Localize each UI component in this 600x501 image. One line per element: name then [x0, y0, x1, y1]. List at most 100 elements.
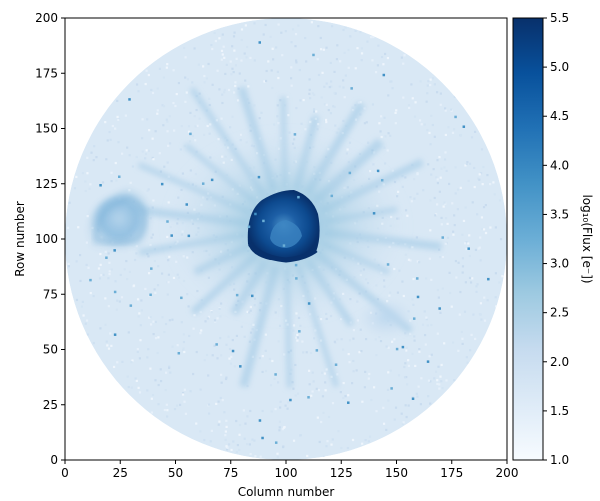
noise-pixel	[110, 171, 113, 174]
noise-pixel	[104, 323, 107, 326]
noise-pixel	[252, 323, 255, 326]
noise-pixel	[489, 182, 492, 186]
noise-pixel	[494, 272, 498, 275]
noise-pixel	[117, 141, 120, 144]
noise-pixel	[423, 310, 426, 313]
noise-pixel	[209, 440, 212, 443]
noise-pixel	[125, 259, 128, 263]
noise-pixel	[436, 379, 439, 382]
y-tick-label: 100	[35, 232, 58, 246]
y-tick-label: 75	[43, 287, 58, 301]
noise-pixel	[417, 385, 420, 388]
noise-pixel	[464, 281, 467, 284]
noise-pixel	[281, 428, 284, 431]
noise-pixel	[458, 313, 461, 316]
hot-pixel	[160, 182, 164, 186]
noise-pixel	[218, 420, 221, 423]
noise-pixel	[461, 342, 464, 346]
noise-pixel	[203, 81, 206, 84]
noise-pixel	[177, 81, 181, 85]
noise-pixel	[355, 369, 358, 372]
hot-pixel	[315, 349, 319, 352]
noise-pixel	[173, 129, 176, 132]
noise-pixel	[253, 59, 256, 62]
noise-pixel	[150, 397, 153, 400]
noise-pixel	[166, 409, 169, 412]
hot-pixel	[438, 307, 441, 310]
noise-pixel	[317, 25, 320, 28]
noise-pixel	[435, 176, 438, 179]
noise-pixel	[192, 327, 195, 330]
noise-pixel	[163, 330, 166, 334]
colorbar: 1.0 1.5 2.0 2.5 3.0 3.5 4.0 4.5 5.0 5.5 log₁₀(Flu…	[512, 11, 594, 467]
noise-pixel	[187, 130, 191, 133]
noise-pixel	[328, 85, 331, 89]
noise-pixel	[84, 189, 87, 193]
noise-pixel	[365, 121, 368, 124]
hot-pixel	[105, 256, 108, 259]
noise-pixel	[304, 36, 307, 40]
noise-pixel	[456, 208, 459, 211]
noise-pixel	[463, 310, 467, 313]
noise-pixel	[167, 144, 170, 147]
noise-pixel	[195, 108, 198, 112]
noise-pixel	[371, 59, 374, 62]
noise-pixel	[352, 370, 355, 373]
noise-pixel	[152, 199, 155, 202]
noise-pixel	[309, 97, 312, 100]
noise-pixel	[126, 375, 129, 378]
noise-pixel	[154, 130, 157, 133]
noise-pixel	[183, 46, 186, 50]
noise-pixel	[383, 52, 387, 56]
y-tick-label: 0	[50, 453, 58, 467]
noise-pixel	[273, 123, 276, 126]
noise-pixel	[106, 139, 109, 142]
noise-pixel	[468, 162, 472, 165]
noise-pixel	[276, 70, 280, 74]
noise-pixel	[262, 33, 265, 36]
noise-pixel	[202, 65, 205, 68]
noise-pixel	[251, 438, 254, 441]
noise-pixel	[325, 317, 328, 321]
noise-pixel	[438, 383, 441, 386]
noise-pixel	[108, 270, 111, 273]
noise-pixel	[450, 108, 453, 111]
noise-pixel	[203, 74, 206, 78]
noise-pixel	[162, 76, 166, 79]
colorbar-ticks: 1.0 1.5 2.0 2.5 3.0 3.5 4.0 4.5 5.0 5.5	[543, 11, 569, 467]
noise-pixel	[236, 99, 240, 102]
noise-pixel	[254, 455, 257, 458]
noise-pixel	[461, 265, 465, 268]
noise-pixel	[484, 231, 488, 235]
noise-pixel	[138, 391, 142, 394]
noise-pixel	[411, 396, 414, 399]
noise-pixel	[434, 214, 437, 217]
x-tick-label: 150	[385, 466, 408, 480]
noise-pixel	[227, 443, 231, 446]
hot-pixel	[99, 184, 102, 187]
hot-pixel	[89, 278, 92, 282]
noise-pixel	[217, 423, 220, 426]
noise-pixel	[81, 172, 85, 175]
noise-pixel	[220, 354, 223, 357]
noise-pixel	[214, 320, 217, 323]
noise-pixel	[196, 289, 199, 293]
noise-pixel	[482, 165, 485, 169]
hot-pixel	[412, 317, 416, 320]
noise-pixel	[251, 328, 254, 331]
hot-pixel	[189, 132, 192, 136]
noise-pixel	[454, 259, 458, 263]
noise-pixel	[66, 226, 70, 229]
noise-pixel	[203, 438, 206, 442]
noise-pixel	[330, 443, 333, 446]
noise-pixel	[220, 49, 224, 52]
noise-pixel	[318, 440, 321, 444]
noise-pixel	[164, 389, 167, 392]
noise-pixel	[168, 255, 171, 258]
noise-pixel	[310, 21, 313, 24]
noise-pixel	[115, 179, 118, 182]
noise-pixel	[151, 156, 154, 160]
noise-pixel	[316, 58, 319, 61]
noise-pixel	[249, 452, 252, 456]
hot-pixel	[128, 98, 131, 101]
